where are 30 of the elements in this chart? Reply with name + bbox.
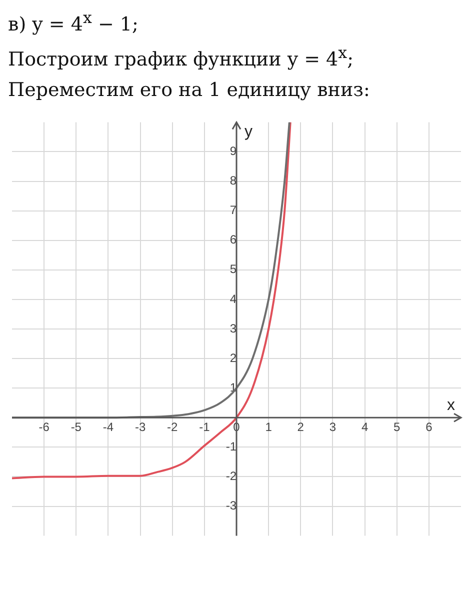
x-tick-label: 1 <box>265 420 272 434</box>
line-series <box>12 122 292 479</box>
x-tick-label: -5 <box>70 420 82 434</box>
chart-title: в) y = 4$^{x}$ − 1; <box>8 8 140 36</box>
line-series <box>12 122 290 418</box>
y-tick-label: 5 <box>230 262 237 276</box>
x-tick-label: -6 <box>38 420 50 434</box>
y-tick-label: 3 <box>230 320 237 335</box>
x-tick-label: 2 <box>297 420 304 434</box>
y-axis-title: y <box>244 123 252 140</box>
x-tick-label: 3 <box>329 420 336 434</box>
x-tick-label: -2 <box>167 420 178 434</box>
y-tick-label: -1 <box>226 439 237 454</box>
y-tick-label: 7 <box>230 202 237 217</box>
text: Переместим его на 1 единицу вниз: <box>8 78 371 101</box>
x-tick-label: 5 <box>394 420 401 434</box>
y-tick-label: -3 <box>226 498 237 512</box>
y-tick-label: 8 <box>230 173 237 188</box>
x-axis-title: x <box>447 396 455 414</box>
x-tick-label: -1 <box>199 420 210 434</box>
x-tick-label: 6 <box>426 420 433 434</box>
x-tick-label: -4 <box>102 420 114 434</box>
y-tick-label: 2 <box>230 350 237 365</box>
text: Построим график функции y = 4$^{x}$; <box>8 43 354 71</box>
y-tick-label: 6 <box>230 232 237 246</box>
x-tick-label: 4 <box>361 420 368 434</box>
x-tick-label: -3 <box>134 420 146 434</box>
y-tick-label: 4 <box>230 291 237 306</box>
y-tick-label: -2 <box>226 468 237 483</box>
y-tick-label: 9 <box>230 144 237 158</box>
